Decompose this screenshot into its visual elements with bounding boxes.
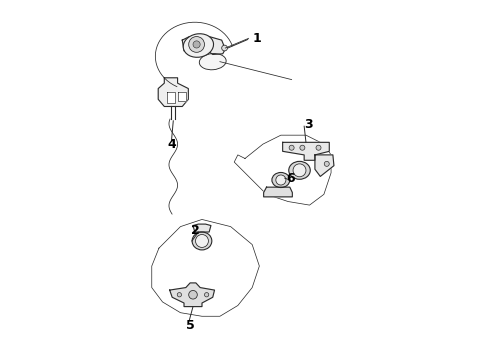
- Ellipse shape: [183, 34, 214, 57]
- Circle shape: [293, 164, 306, 177]
- Circle shape: [300, 145, 305, 150]
- Polygon shape: [182, 37, 195, 51]
- Circle shape: [316, 145, 321, 150]
- Circle shape: [204, 293, 209, 297]
- Circle shape: [177, 293, 181, 297]
- Circle shape: [189, 291, 197, 299]
- Circle shape: [324, 161, 329, 166]
- Circle shape: [221, 45, 227, 51]
- Polygon shape: [315, 155, 334, 176]
- Text: 5: 5: [186, 319, 195, 332]
- Circle shape: [189, 37, 204, 52]
- Polygon shape: [158, 78, 188, 107]
- Circle shape: [196, 234, 208, 247]
- Text: 3: 3: [304, 118, 313, 131]
- Text: 2: 2: [191, 224, 200, 237]
- Polygon shape: [170, 283, 215, 307]
- Text: 4: 4: [168, 138, 177, 150]
- Ellipse shape: [199, 54, 226, 70]
- Ellipse shape: [192, 232, 212, 250]
- Polygon shape: [177, 92, 186, 101]
- Polygon shape: [205, 37, 225, 54]
- Ellipse shape: [272, 172, 290, 188]
- Circle shape: [193, 41, 200, 48]
- Ellipse shape: [289, 161, 310, 179]
- Circle shape: [276, 175, 286, 185]
- Text: 1: 1: [252, 32, 261, 45]
- Circle shape: [289, 145, 294, 150]
- Polygon shape: [264, 187, 293, 197]
- Polygon shape: [193, 224, 211, 232]
- Polygon shape: [167, 92, 175, 103]
- Text: 6: 6: [286, 172, 295, 185]
- Polygon shape: [283, 142, 329, 160]
